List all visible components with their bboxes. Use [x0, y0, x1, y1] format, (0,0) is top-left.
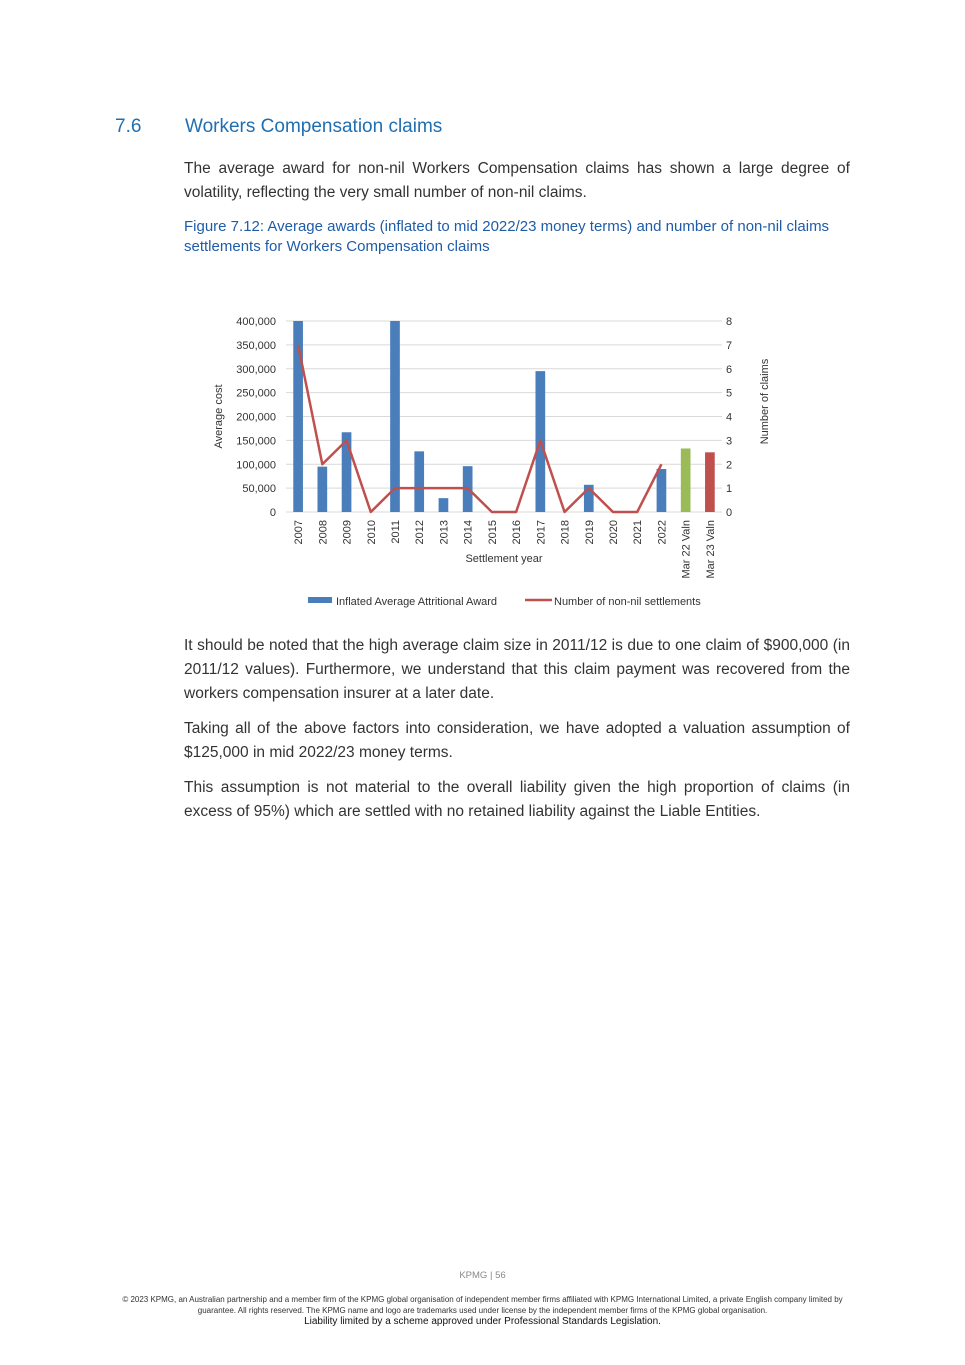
x-tick-label: 2015 [487, 520, 499, 544]
y2-tick-label: 3 [726, 435, 732, 447]
y2-tick-label: 8 [726, 316, 732, 328]
x-tick-label: 2021 [632, 520, 644, 544]
section-title: Workers Compensation claims [185, 116, 443, 137]
y2-tick-label: 5 [726, 388, 732, 400]
y2-axis-title: Number of claims [759, 358, 771, 444]
page-number: KPMG | 56 [459, 1270, 506, 1281]
x-tick-label: 2018 [560, 520, 572, 544]
liability-notice: Liability limited by a scheme approved u… [304, 1316, 661, 1327]
awards-chart: 0 50,000 100,000 150,000 200,000 250,000 300,0… [213, 316, 771, 608]
y-axis-title: Average cost [213, 384, 225, 448]
x-tick-label: 2007 [293, 520, 305, 544]
x-tick-label: 2017 [535, 520, 547, 544]
bar [390, 321, 400, 512]
bar [317, 466, 328, 512]
x-tick-label: 2008 [317, 520, 329, 544]
section-heading: 7.6 Workers Compensation claims [115, 116, 855, 138]
paragraph-claim-size: It should be noted that the high average… [184, 637, 850, 702]
y2-tick-label: 4 [726, 412, 732, 424]
line-series [296, 344, 663, 514]
x-tick-label: 2009 [342, 520, 354, 544]
paragraph-valuation-assumption: Taking all of the above factors into con… [184, 720, 850, 761]
y2-tick-label: 6 [726, 364, 732, 376]
x-tick-label: 2019 [584, 520, 596, 544]
x-tick-label: 2014 [463, 520, 475, 544]
x-tick-label: Mar 23 Valn [705, 520, 717, 579]
bar [680, 448, 691, 512]
copyright-notice: © 2023 KPMG, an Australian partnership a… [122, 1295, 843, 1315]
x-tick-label: 2013 [438, 520, 450, 544]
x-tick-label: 2012 [414, 520, 426, 544]
paragraph-materiality: This assumption is not material to the o… [184, 779, 850, 820]
y-tick-label: 350,000 [236, 340, 276, 352]
x-tick-label: 2011 [390, 520, 402, 544]
y-tick-label: 200,000 [236, 412, 276, 424]
bar [656, 469, 667, 512]
y-tick-label: 300,000 [236, 364, 276, 376]
intro-paragraph: The average award for non-nil Workers Co… [184, 160, 850, 201]
bar [293, 321, 303, 512]
y-tick-label: 50,000 [242, 483, 276, 495]
y-tick-label: 100,000 [236, 459, 276, 471]
y-tick-label: 400,000 [236, 316, 276, 328]
legend-bar-label: Inflated Average Attritional Award [336, 596, 497, 608]
bar [583, 484, 594, 512]
bar [414, 451, 425, 512]
x-tick-label: 2016 [511, 520, 523, 544]
y-tick-label: 250,000 [236, 388, 276, 400]
x-tick-label: 2010 [366, 520, 378, 544]
bar [705, 452, 715, 512]
legend-line-label: Number of non-nil settlements [554, 596, 701, 608]
section-number: 7.6 [115, 116, 142, 137]
bar [341, 432, 352, 512]
x-tick-label: 2020 [608, 520, 620, 544]
y2-tick-label: 1 [726, 483, 732, 495]
y2-tick-label: 0 [726, 507, 732, 519]
figure-caption: Figure 7.12: Average awards (inflated to… [184, 218, 830, 255]
y-tick-label: 0 [270, 507, 276, 519]
y2-tick-label: 7 [726, 340, 732, 352]
legend-bar-swatch [308, 597, 332, 603]
y2-tick-label: 2 [726, 459, 732, 471]
x-tick-label: 2022 [656, 520, 668, 544]
x-axis-title: Settlement year [465, 553, 542, 565]
x-tick-label: Mar 22 Valn [681, 520, 693, 579]
y-tick-label: 150,000 [236, 435, 276, 447]
bar [438, 498, 449, 512]
